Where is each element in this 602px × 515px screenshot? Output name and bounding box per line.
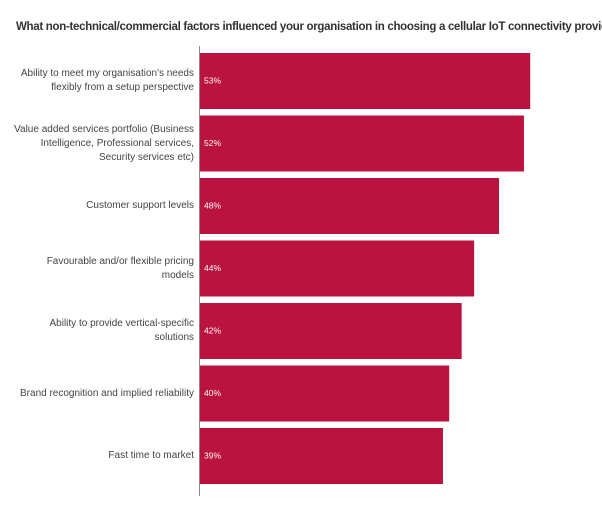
value-label: 53% — [204, 75, 221, 85]
chart-title: What non-technical/commercial factors in… — [16, 21, 602, 33]
bar — [200, 428, 443, 484]
category-label: Fast time to market — [108, 450, 194, 461]
bar — [200, 240, 475, 297]
bar — [200, 53, 531, 109]
value-label: 48% — [204, 200, 221, 210]
category-label: Favourable and/or flexible pricing model… — [46, 255, 194, 281]
category-label: Ability to provide vertical-specific sol… — [49, 318, 195, 343]
value-label: 52% — [204, 138, 221, 148]
category-label: Ability to meet my organisation's needs … — [20, 68, 194, 93]
category-label: Brand recognition and implied reliabilit… — [20, 387, 194, 399]
value-label: 39% — [204, 450, 221, 460]
value-label: 42% — [204, 325, 221, 335]
bar — [200, 365, 450, 422]
bar — [200, 115, 524, 172]
value-label: 44% — [204, 263, 221, 273]
bar — [200, 303, 462, 359]
bar — [200, 178, 500, 234]
category-label: Value added services portfolio (Business… — [14, 123, 194, 163]
value-label: 40% — [204, 388, 221, 398]
category-label: Customer support levels — [86, 200, 194, 211]
